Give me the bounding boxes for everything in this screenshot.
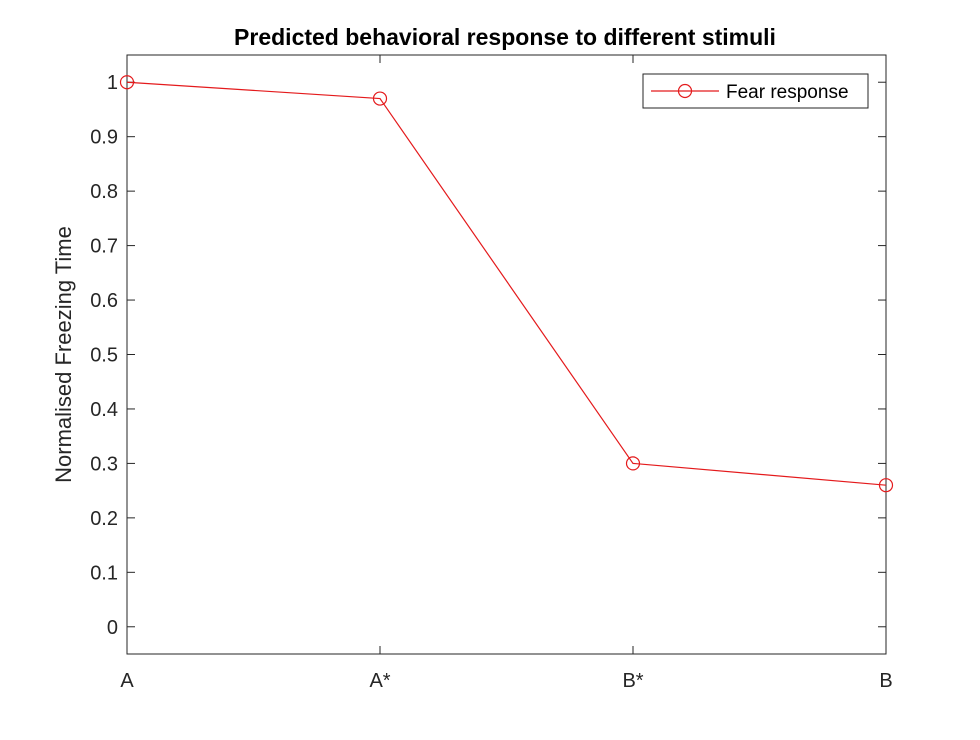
- legend-box: [642, 73, 869, 109]
- data-point: [625, 456, 641, 471]
- legend-marker: [677, 83, 693, 99]
- y-tick-label: 0.7: [90, 236, 118, 258]
- data-point: [878, 478, 894, 493]
- data-point: [119, 75, 135, 90]
- x-axis: A A* B* B: [120, 55, 893, 692]
- plot-frame: [126, 54, 887, 655]
- legend: Fear response: [642, 73, 869, 109]
- series-layer: [119, 75, 894, 493]
- y-tick-label: 0.1: [90, 562, 118, 584]
- y-tick-label: 1: [107, 72, 118, 94]
- series-line-fear-response: [126, 81, 887, 486]
- y-tick-label: 0.8: [90, 181, 118, 203]
- x-tick-label: A: [120, 670, 134, 692]
- y-tick-label: 0.6: [90, 290, 118, 312]
- y-tick-label: 0: [107, 617, 118, 639]
- y-tick-label: 0.9: [90, 127, 118, 149]
- data-point: [372, 91, 388, 106]
- chart-title: Predicted behavioral response to differe…: [234, 24, 776, 50]
- x-tick-label: B*: [622, 670, 643, 692]
- legend-entry-fear-response: Fear response: [726, 82, 849, 103]
- y-tick-label: 0.5: [90, 345, 118, 367]
- x-tick-label: A*: [369, 670, 390, 692]
- y-axis: 0 0.1 0.2 0.3 0.4 0.5 0.6 0.7 0.8 0.9 1: [90, 72, 886, 639]
- x-tick-label: B: [879, 670, 892, 692]
- y-tick-label: 0.3: [90, 453, 118, 475]
- y-axis-label: Normalised Freezing Time: [51, 226, 76, 483]
- y-tick-label: 0.2: [90, 508, 118, 530]
- y-tick-label: 0.4: [90, 399, 118, 421]
